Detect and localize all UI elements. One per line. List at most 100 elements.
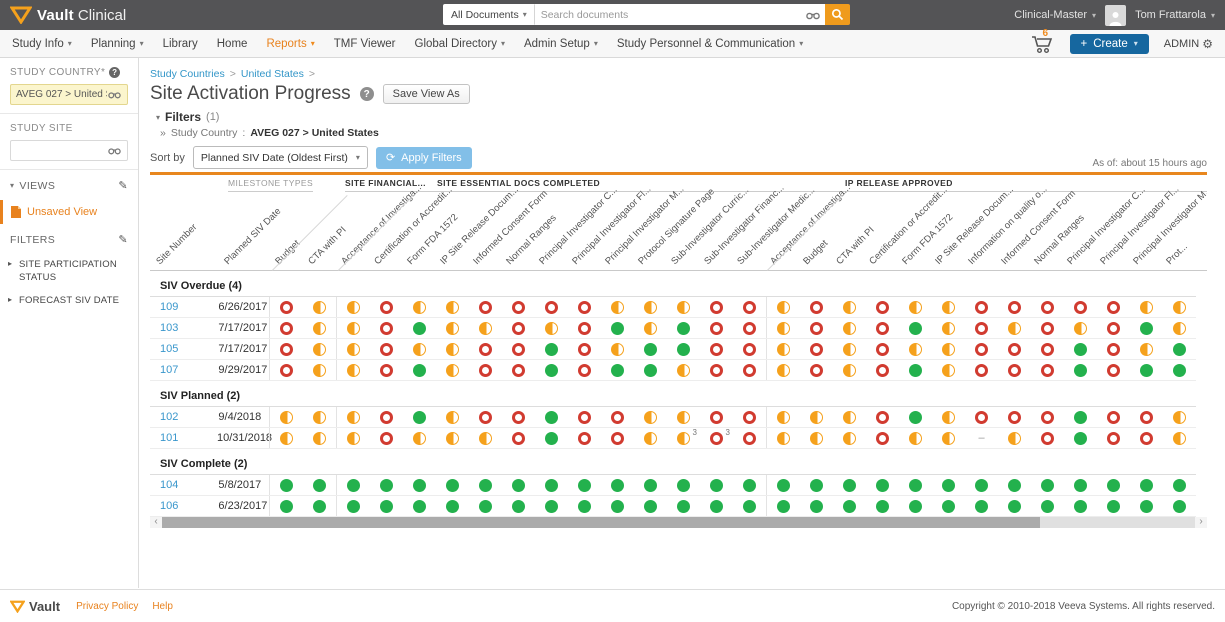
milestone-status[interactable]: [403, 360, 436, 380]
milestone-status[interactable]: [733, 475, 766, 495]
milestone-status[interactable]: [998, 428, 1031, 448]
site-number-link[interactable]: 102: [160, 411, 179, 423]
milestone-status[interactable]: [1097, 407, 1130, 427]
milestone-status[interactable]: [1031, 339, 1064, 359]
milestone-status[interactable]: [535, 496, 568, 516]
milestone-status[interactable]: [535, 360, 568, 380]
milestone-status[interactable]: [303, 339, 336, 359]
milestone-status[interactable]: [833, 318, 866, 338]
milestone-status[interactable]: [1031, 360, 1064, 380]
milestone-status[interactable]: [800, 318, 833, 338]
milestone-status[interactable]: [303, 318, 336, 338]
milestone-status[interactable]: [303, 360, 336, 380]
admin-link[interactable]: ADMIN ⚙: [1163, 36, 1213, 51]
milestone-status[interactable]: [733, 496, 766, 516]
milestone-status[interactable]: [1064, 297, 1097, 317]
site-number-link[interactable]: 109: [160, 301, 179, 313]
milestone-status[interactable]: [1163, 407, 1196, 427]
milestone-status[interactable]: [733, 318, 766, 338]
search-button[interactable]: [824, 4, 850, 25]
milestone-status[interactable]: [436, 297, 469, 317]
milestone-status[interactable]: [337, 475, 370, 495]
milestone-status[interactable]: [1130, 428, 1163, 448]
milestone-status[interactable]: [833, 428, 866, 448]
milestone-status[interactable]: [1163, 428, 1196, 448]
milestone-status[interactable]: [502, 407, 535, 427]
milestone-status[interactable]: [1097, 297, 1130, 317]
nav-item-study-personnel-communication[interactable]: Study Personnel & Communication ▾: [616, 37, 804, 50]
filters-collapse-icon[interactable]: ▾: [156, 112, 161, 122]
milestone-status[interactable]: [436, 407, 469, 427]
user-avatar[interactable]: [1105, 4, 1127, 26]
milestone-status[interactable]: [667, 496, 700, 516]
milestone-status[interactable]: [403, 428, 436, 448]
milestone-status[interactable]: [866, 407, 899, 427]
milestone-status[interactable]: [270, 297, 303, 317]
filter-item-site-participation-status[interactable]: SITE PARTICIPATION STATUS: [0, 254, 138, 290]
milestone-status[interactable]: [998, 496, 1031, 516]
milestone-status[interactable]: [733, 297, 766, 317]
milestone-status[interactable]: [568, 360, 601, 380]
milestone-status[interactable]: [1064, 318, 1097, 338]
milestone-status[interactable]: 3: [667, 428, 700, 448]
milestone-status[interactable]: [270, 428, 303, 448]
site-number-link[interactable]: 104: [160, 479, 179, 491]
milestone-status[interactable]: [535, 475, 568, 495]
milestone-status[interactable]: [270, 360, 303, 380]
nav-item-reports[interactable]: Reports ▾: [266, 37, 315, 50]
binoculars-icon[interactable]: [107, 145, 122, 156]
milestone-status[interactable]: [502, 339, 535, 359]
milestone-status[interactable]: [899, 428, 932, 448]
milestone-status[interactable]: [700, 297, 733, 317]
milestone-status[interactable]: [932, 428, 965, 448]
milestone-status[interactable]: [866, 496, 899, 516]
milestone-status[interactable]: [700, 496, 733, 516]
binoculars-icon[interactable]: [805, 9, 821, 21]
milestone-status[interactable]: [601, 407, 634, 427]
milestone-status[interactable]: [833, 475, 866, 495]
help-icon[interactable]: ?: [109, 67, 121, 78]
milestone-status[interactable]: [932, 360, 965, 380]
milestone-status[interactable]: [965, 475, 998, 495]
milestone-status[interactable]: [502, 360, 535, 380]
milestone-status[interactable]: [634, 496, 667, 516]
milestone-status[interactable]: [767, 297, 800, 317]
milestone-status[interactable]: [370, 475, 403, 495]
milestone-status[interactable]: [436, 360, 469, 380]
milestone-status[interactable]: [535, 297, 568, 317]
milestone-status[interactable]: [932, 339, 965, 359]
milestone-status[interactable]: [370, 297, 403, 317]
nav-item-planning[interactable]: Planning ▾: [90, 37, 144, 50]
milestone-status[interactable]: [337, 407, 370, 427]
milestone-status[interactable]: [1064, 360, 1097, 380]
milestone-status[interactable]: [601, 428, 634, 448]
milestone-status[interactable]: [800, 360, 833, 380]
filter-item-forecast-siv-date[interactable]: FORECAST SIV DATE: [0, 290, 138, 313]
apply-filters-button[interactable]: ⟳ Apply Filters: [375, 146, 472, 169]
nav-item-admin-setup[interactable]: Admin Setup ▾: [523, 37, 598, 50]
milestone-status[interactable]: [502, 475, 535, 495]
milestone-status[interactable]: [1031, 318, 1064, 338]
milestone-status[interactable]: [932, 407, 965, 427]
sort-select[interactable]: Planned SIV Date (Oldest First) ▾: [192, 146, 368, 169]
vault-selector[interactable]: Clinical-Master ▾: [1014, 9, 1097, 21]
user-menu[interactable]: Tom Frattarola ▾: [1135, 9, 1215, 21]
milestone-status[interactable]: [932, 318, 965, 338]
milestone-status[interactable]: [1097, 339, 1130, 359]
milestone-status[interactable]: [1130, 475, 1163, 495]
milestone-status[interactable]: [403, 318, 436, 338]
milestone-status[interactable]: [998, 318, 1031, 338]
milestone-status[interactable]: [469, 318, 502, 338]
milestone-status[interactable]: [800, 496, 833, 516]
milestone-status[interactable]: [965, 339, 998, 359]
cart-button[interactable]: 6: [1031, 28, 1055, 57]
site-number-link[interactable]: 105: [160, 343, 179, 355]
milestone-status[interactable]: [866, 475, 899, 495]
edit-views-icon[interactable]: ✎: [118, 180, 128, 192]
milestone-status[interactable]: [700, 318, 733, 338]
milestone-status[interactable]: [1031, 496, 1064, 516]
milestone-status[interactable]: [733, 428, 766, 448]
milestone-status[interactable]: [634, 407, 667, 427]
milestone-status[interactable]: [800, 339, 833, 359]
milestone-status[interactable]: [1031, 407, 1064, 427]
